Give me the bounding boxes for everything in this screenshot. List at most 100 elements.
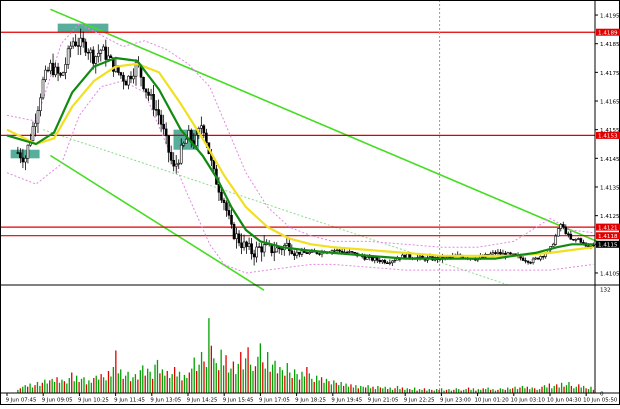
price-tick-label: 1.4155 [600, 128, 620, 134]
candle-body [41, 79, 45, 99]
candle-body [577, 238, 580, 240]
candle-body [275, 247, 279, 253]
candle-body [564, 226, 568, 235]
channel-lower-line [49, 154, 265, 291]
time-tick-label: 10 Jun 04:30 [547, 398, 582, 404]
price-tick-label: 1.4145 [600, 157, 620, 163]
candle-body [260, 246, 263, 253]
candle-body [69, 45, 72, 50]
time-tick-label: 10 Jun 03:10 [511, 398, 546, 404]
time-tick-label: 9 Jun 10:25 [78, 398, 109, 404]
candle-body [162, 123, 165, 130]
candle-body [174, 163, 178, 167]
candle-body [365, 256, 369, 260]
candle-body [132, 75, 135, 80]
candle-body [539, 256, 542, 260]
candle-body [237, 233, 241, 244]
candle-body [104, 46, 108, 60]
candle-body [345, 251, 349, 254]
candle-body [205, 132, 208, 144]
candle-body [144, 88, 148, 93]
candle-body [235, 233, 238, 240]
candle-body [240, 242, 243, 249]
price-tick-label: 1.4135 [600, 185, 620, 191]
candle-body [386, 262, 389, 265]
channel-mid-line [43, 129, 507, 285]
price-tick-label: 1.4125 [600, 214, 620, 220]
level-tag-1.4189 [596, 28, 620, 36]
candle-body [81, 37, 85, 43]
candle-body [393, 259, 397, 262]
candle-body [529, 262, 532, 264]
candle-body [31, 126, 35, 141]
candles [16, 28, 595, 267]
candle-body [496, 251, 500, 254]
candle-body [46, 69, 50, 72]
candle-body [245, 241, 248, 247]
volume-tick-label: 132 [600, 288, 611, 294]
candle-body [119, 72, 123, 76]
time-tick-label: 9 Jun 17:05 [259, 398, 290, 404]
time-tick-label: 9 Jun 13:05 [150, 398, 181, 404]
candle-body [363, 256, 367, 260]
candle-body [572, 238, 575, 241]
candle-body [255, 246, 258, 258]
candle-body [551, 243, 555, 247]
candle-body [250, 243, 253, 255]
candle-body [491, 252, 495, 255]
candle-body [99, 49, 103, 54]
candle-body [220, 191, 223, 201]
candle-body [406, 253, 409, 259]
candle-body [300, 250, 304, 255]
candle-body [49, 62, 52, 72]
channel-upper-line [50, 8, 598, 243]
candle-body [373, 257, 377, 261]
candle-body [26, 144, 30, 159]
candle-body [179, 144, 183, 164]
candle-body [154, 109, 158, 111]
candle-body [408, 253, 412, 259]
candle-body [56, 66, 60, 74]
candle-body [16, 152, 20, 154]
candle-body [559, 224, 563, 229]
price-tick-label: 1.4105 [600, 271, 620, 277]
volume-tick-label: 0 [600, 392, 604, 398]
price-pane [0, 0, 598, 393]
candle-body [71, 41, 75, 47]
band-upper [6, 22, 594, 248]
candle-body [109, 55, 113, 59]
candle-body [272, 251, 276, 254]
candle-body [262, 244, 266, 253]
time-tick-label: 10 Jun 01:20 [474, 398, 509, 404]
candle-body [84, 41, 88, 53]
candle-body [381, 260, 384, 263]
candle-body [94, 56, 98, 64]
ma-yellow-line [6, 62, 594, 257]
candle-body [34, 122, 37, 127]
candle-body [509, 252, 512, 255]
level-tag-1.4121 [596, 223, 620, 231]
candle-body [59, 73, 62, 76]
level-tag-label: 1.4121 [598, 225, 618, 231]
candle-body [378, 260, 382, 263]
candle-body [295, 251, 299, 256]
time-tick-label: 9 Jun 18:25 [295, 398, 326, 404]
candle-body [569, 233, 573, 240]
candle-body [54, 66, 57, 76]
time-tick-label: 9 Jun 22:25 [404, 398, 435, 404]
candle-body [124, 80, 128, 86]
highlight-zone-1 [10, 149, 40, 159]
candle-body [388, 262, 392, 264]
candle-body [89, 49, 93, 54]
candle-body [19, 152, 22, 159]
candle-body [149, 94, 153, 96]
candle-body [127, 75, 130, 86]
candle-body [494, 252, 497, 254]
candle-body [511, 253, 515, 255]
level-tag-label: 1.4189 [598, 30, 618, 36]
candle-body [107, 55, 110, 60]
time-tick-label: 9 Jun 14:25 [187, 398, 218, 404]
candle-body [61, 72, 65, 76]
